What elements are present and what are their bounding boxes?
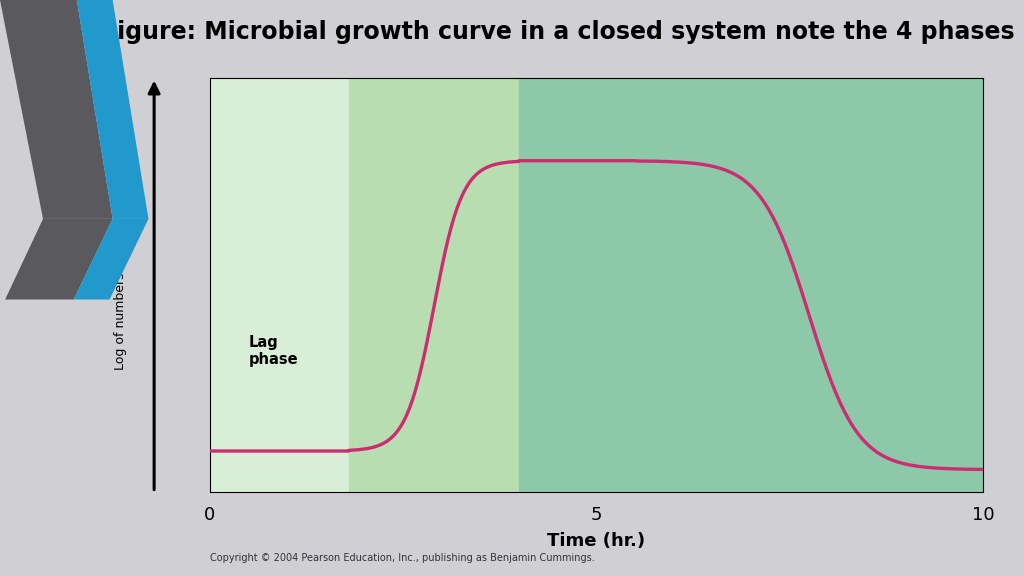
Text: Log of numbers of bacteria: Log of numbers of bacteria [115, 200, 127, 370]
Text: Lag
phase: Lag phase [249, 335, 298, 367]
Bar [349, 78, 519, 492]
Bar [210, 78, 349, 492]
Bar [519, 78, 635, 492]
X-axis label: Time (hr.): Time (hr.) [548, 532, 645, 550]
Text: Figure: Microbial growth curve in a closed system note the 4 phases: Figure: Microbial growth curve in a clos… [101, 20, 1015, 44]
Bar [635, 78, 983, 492]
Text: Copyright © 2004 Pearson Education, Inc., publishing as Benjamin Cummings.: Copyright © 2004 Pearson Education, Inc.… [210, 554, 595, 563]
